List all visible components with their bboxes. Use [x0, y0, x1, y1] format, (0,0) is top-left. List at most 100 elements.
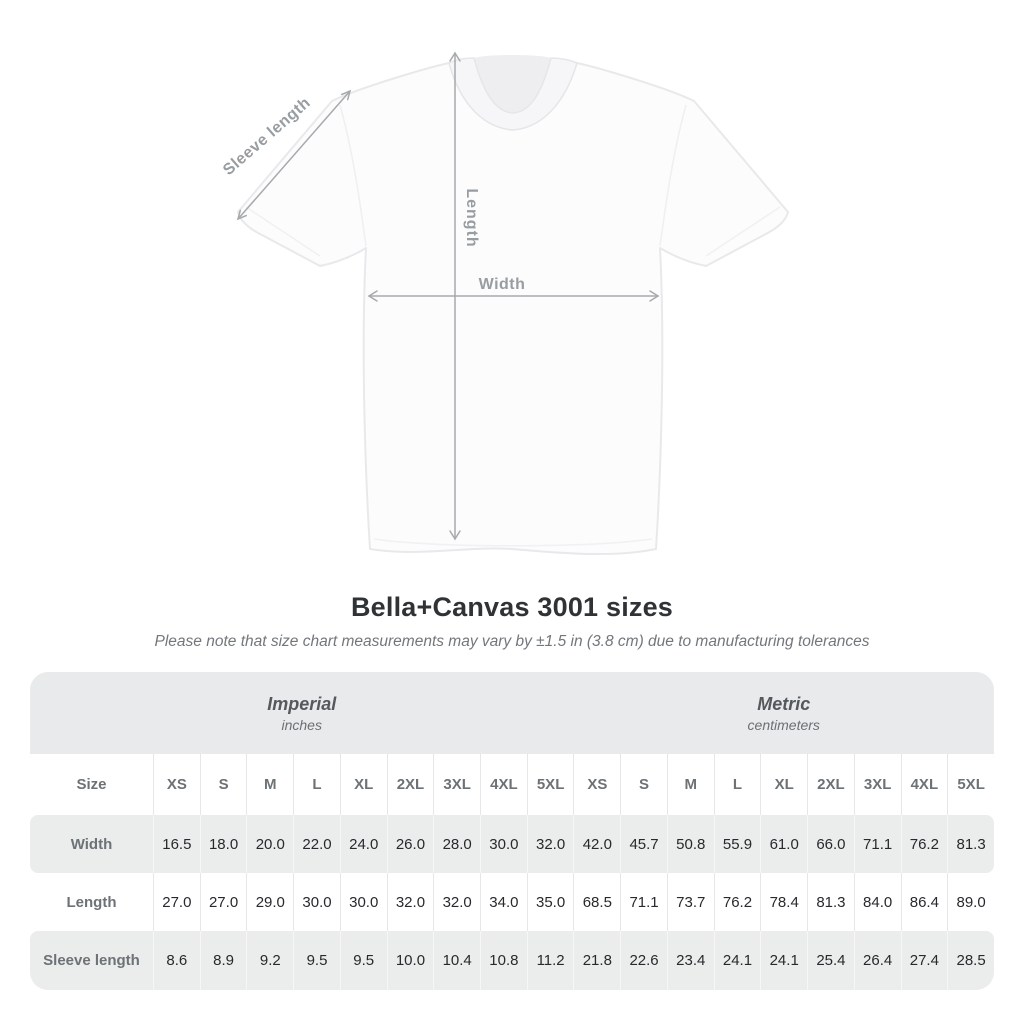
measurement-value-imperial: 30.0 — [339, 873, 387, 931]
sleeve-length-arrow — [236, 89, 352, 221]
measurement-value-metric: 22.6 — [620, 931, 667, 990]
metric-unit-label: centimeters — [747, 716, 820, 733]
measurement-value-metric: 55.9 — [713, 815, 761, 873]
measurement-value-metric: 25.4 — [807, 931, 854, 990]
measurement-label: Width — [30, 815, 153, 873]
size-table: Imperial inches Metric centimeters Size X… — [30, 672, 994, 990]
unit-group-row: Imperial inches Metric centimeters — [30, 672, 994, 754]
measurement-label: Length — [66, 893, 117, 911]
size-header-metric: 5XL — [947, 754, 994, 815]
measurement-value-metric: 68.5 — [573, 873, 620, 931]
measurement-value-metric: 66.0 — [807, 815, 854, 873]
measurement-label: Sleeve length — [30, 931, 153, 990]
measurement-value-imperial: 30.0 — [293, 873, 340, 931]
collar-opening — [474, 55, 551, 113]
measurement-value-imperial: 34.0 — [480, 873, 527, 931]
measurement-row: Width 16.5 18.0 20.0 22.0 24.0 26.0 28.0 30.0 32.… — [30, 815, 994, 873]
width-arrow — [367, 290, 660, 302]
size-header-metric: XS — [573, 754, 621, 815]
measurement-value-imperial: 24.0 — [339, 815, 387, 873]
size-column-header: Size — [30, 754, 153, 815]
width-label: Width — [479, 276, 526, 293]
size-header-imperial: 2XL — [386, 754, 434, 815]
measurement-value-imperial: 8.9 — [199, 931, 247, 990]
size-header-metric: 3XL — [853, 754, 901, 815]
size-header-imperial: 3XL — [433, 754, 481, 815]
measurement-value-imperial: 27.0 — [199, 873, 247, 931]
size-header-metric: 2XL — [807, 754, 854, 815]
size-header-metric: L — [713, 754, 761, 815]
measurement-value-metric: 86.4 — [900, 873, 948, 931]
measurement-value-imperial: 9.5 — [339, 931, 387, 990]
page-title: Bella+Canvas 3001 sizes — [350, 592, 674, 622]
collar-band — [448, 57, 578, 131]
imperial-unit-label: inches — [281, 716, 322, 733]
measurement-value-imperial: 20.0 — [246, 815, 294, 873]
size-table-container: Imperial inches Metric centimeters Size X… — [30, 672, 994, 990]
size-header-metric: 4XL — [900, 754, 948, 815]
measurement-value-metric: 21.8 — [573, 931, 621, 990]
measurement-value-metric: 23.4 — [666, 931, 714, 990]
measurement-value-imperial: 32.0 — [526, 815, 574, 873]
measurement-value-metric: 28.5 — [947, 931, 994, 990]
measurement-value-imperial: 26.0 — [386, 815, 434, 873]
measurement-value-imperial: 27.0 — [153, 873, 200, 931]
measurement-value-imperial: 9.2 — [246, 931, 294, 990]
measurement-value-metric: 76.2 — [900, 815, 948, 873]
size-header-metric: M — [666, 754, 714, 815]
measurement-value-metric: 89.0 — [947, 873, 994, 931]
measurement-value-metric: 78.4 — [760, 873, 807, 931]
measurement-value-metric: 26.4 — [853, 931, 901, 990]
size-header-imperial: 4XL — [480, 754, 527, 815]
size-header-imperial: XL — [339, 754, 387, 815]
left-cuff-stitch — [245, 206, 321, 257]
measurement-row: Length 27.0 27.0 29.0 30.0 30.0 32.0 32.0 34.0 35… — [30, 873, 994, 931]
measurement-value-imperial: 9.5 — [293, 931, 340, 990]
measurement-value-metric: 50.8 — [666, 815, 714, 873]
tshirt-diagram: Sleeve length Length Width — [220, 51, 789, 556]
measurement-value-metric: 81.3 — [947, 815, 994, 873]
metric-group-header: Metric centimeters — [573, 672, 994, 754]
measurement-value-imperial: 8.6 — [153, 931, 200, 990]
measurement-value-imperial: 10.4 — [433, 931, 481, 990]
measurement-value-imperial: 32.0 — [386, 873, 434, 931]
size-header-row: Size XS S M L XL 2XL 3XL 4XL 5XL XS S M L XL 2XL 3XL 4XL 5… — [30, 754, 994, 815]
measurement-row: Sleeve length 8.6 8.9 9.2 9.5 9.5 10.0 10.4 10.8… — [30, 931, 994, 990]
measurement-value-metric: 73.7 — [666, 873, 714, 931]
left-sleeve-seam — [339, 104, 367, 247]
measurement-value-imperial: 35.0 — [526, 873, 574, 931]
measurement-value-imperial: 22.0 — [293, 815, 340, 873]
measurement-value-imperial: 16.5 — [153, 815, 200, 873]
measurement-value-metric: 61.0 — [760, 815, 808, 873]
right-cuff-stitch — [705, 206, 781, 257]
measurement-value-metric: 45.7 — [620, 815, 667, 873]
measurement-value-imperial: 10.8 — [480, 931, 527, 990]
measurement-value-metric: 42.0 — [573, 815, 621, 873]
right-sleeve-seam — [659, 104, 687, 247]
measurement-value-metric: 24.1 — [713, 931, 761, 990]
measurement-value-metric: 27.4 — [900, 931, 948, 990]
tshirt-outline — [237, 56, 789, 556]
size-header-imperial: S — [199, 754, 247, 815]
measurement-value-imperial: 18.0 — [199, 815, 247, 873]
measurement-value-imperial: 11.2 — [526, 931, 574, 990]
size-header-imperial: L — [293, 754, 340, 815]
size-header-imperial: XS — [153, 754, 200, 815]
measurement-value-metric: 24.1 — [760, 931, 808, 990]
imperial-label: Imperial — [267, 693, 337, 714]
size-table-body: Imperial inches Metric centimeters Size X… — [30, 672, 994, 990]
hem-stitch — [373, 538, 653, 547]
size-header-imperial: M — [246, 754, 294, 815]
measurement-value-metric: 84.0 — [853, 873, 901, 931]
measurement-value-metric: 71.1 — [853, 815, 901, 873]
measurement-value-imperial: 29.0 — [246, 873, 293, 931]
measurement-value-metric: 76.2 — [713, 873, 761, 931]
measurement-value-imperial: 30.0 — [480, 815, 527, 873]
size-header-metric: S — [620, 754, 667, 815]
length-label: Length — [463, 188, 480, 247]
measurement-value-imperial: 10.0 — [386, 931, 434, 990]
imperial-group-header: Imperial inches — [30, 672, 574, 754]
tolerance-note: Please note that size chart measurements… — [154, 633, 870, 650]
metric-label: Metric — [757, 693, 811, 714]
